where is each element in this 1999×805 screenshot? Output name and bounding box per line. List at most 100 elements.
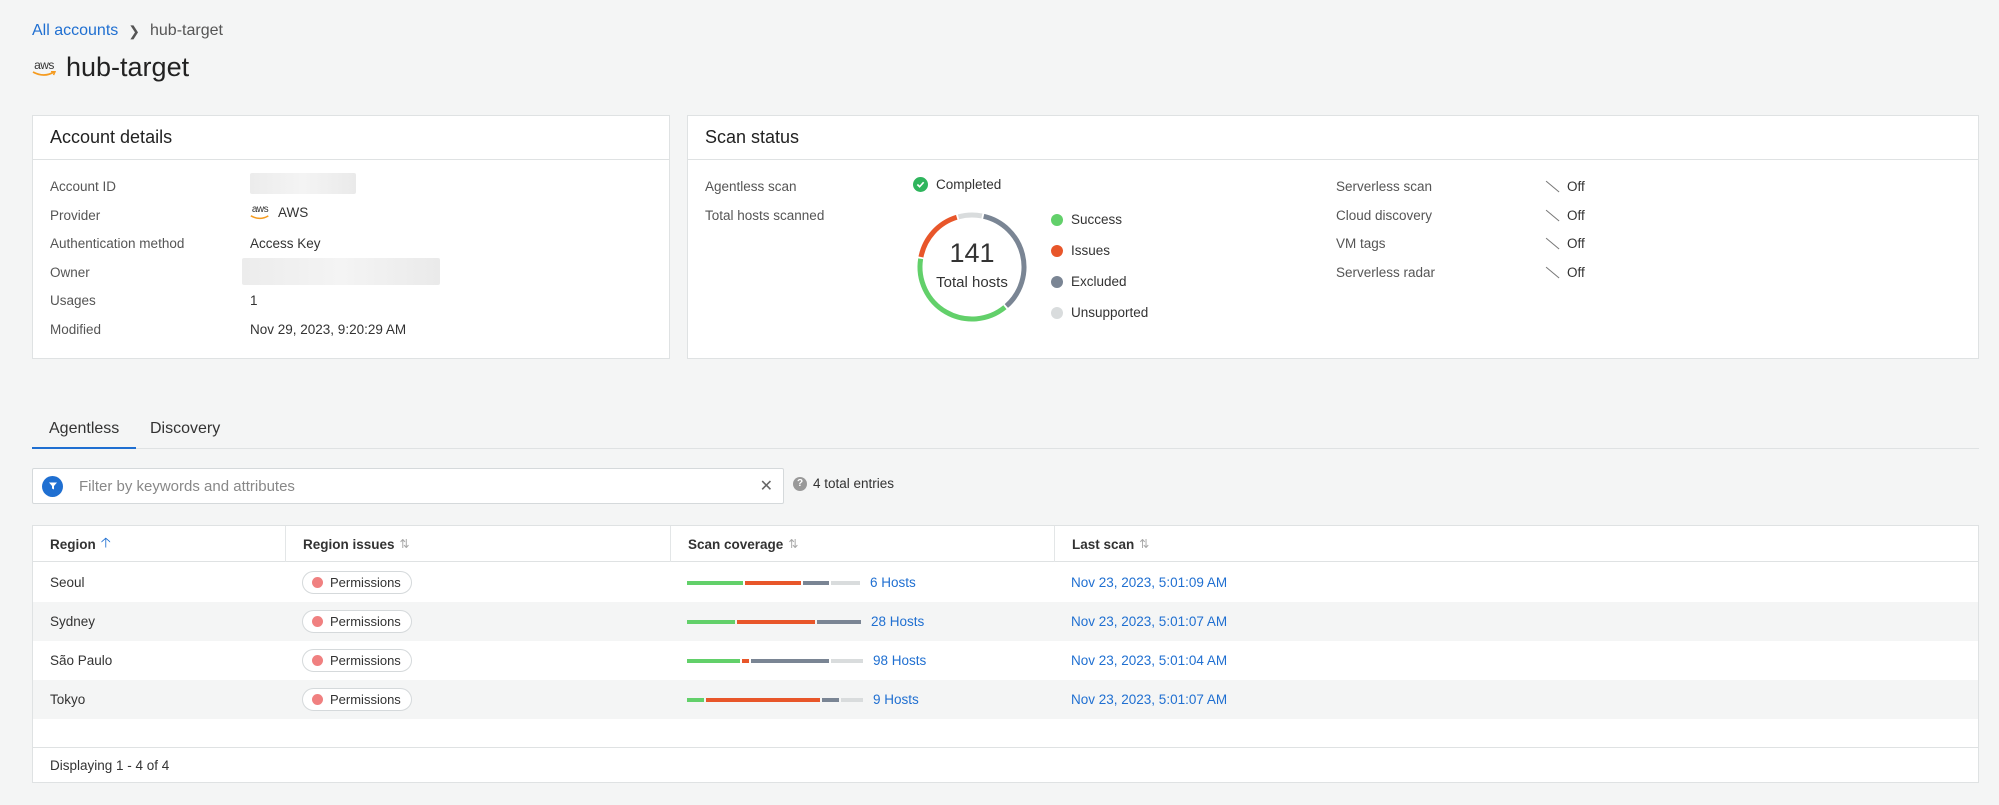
coverage-segment-issues — [742, 658, 749, 663]
scan-coverage-cell: 6 Hosts — [687, 563, 916, 602]
account-details-list: Account ID Provider aws AWS Authenticati… — [50, 173, 650, 349]
donut-segment-issues — [918, 214, 958, 258]
excluded-dot-icon — [1051, 275, 1063, 288]
owner-redacted — [242, 258, 440, 285]
table-header: Region 🡡 Region issues ⇅ Scan coverage ⇅… — [33, 526, 1978, 562]
page-title: hub-target — [66, 52, 190, 82]
scan-coverage-cell: 9 Hosts — [687, 680, 919, 719]
agentless-scan-label: Agentless scan — [705, 179, 797, 194]
filter-input[interactable] — [79, 477, 760, 495]
region-cell: Tokyo — [50, 692, 86, 707]
off-slash-icon — [1545, 237, 1559, 251]
column-header-region-issues[interactable]: Region issues ⇅ — [285, 526, 410, 562]
issue-dot-icon — [312, 655, 323, 666]
check-circle-icon — [913, 177, 928, 192]
coverage-segment-unsupported — [831, 658, 863, 663]
table-row[interactable]: Sydney Permissions 28 Hosts Nov 23, 2023… — [33, 602, 1978, 641]
issue-dot-icon — [312, 616, 323, 627]
coverage-segment-excluded — [751, 658, 829, 663]
usages-link[interactable]: 1 — [250, 293, 258, 308]
sort-icon: ⇅ — [788, 537, 799, 551]
account-details-title: Account details — [33, 116, 669, 160]
total-entries: ? 4 total entries — [793, 476, 894, 491]
table-row[interactable]: São Paulo Permissions 98 Hosts Nov 23, 2… — [33, 641, 1978, 680]
account-details-card: Account details Account ID Provider aws … — [32, 115, 670, 359]
off-slash-icon — [1545, 209, 1559, 223]
feature-value-vm-tags: Off — [1545, 236, 1585, 251]
provider-value: AWS — [278, 205, 309, 220]
tab-discovery[interactable]: Discovery — [150, 420, 221, 437]
table-row[interactable]: Seoul Permissions 6 Hosts Nov 23, 2023, … — [33, 563, 1978, 602]
breadcrumb-all-accounts-link[interactable]: All accounts — [32, 22, 119, 39]
off-slash-icon — [1545, 180, 1559, 194]
permissions-badge: Permissions — [302, 649, 412, 672]
breadcrumb: All accounts ❯ hub-target — [32, 22, 223, 40]
coverage-segment-success — [687, 619, 735, 624]
feature-value-cloud-discovery: Off — [1545, 208, 1585, 223]
scan-coverage-cell: 28 Hosts — [687, 602, 924, 641]
detail-key: Account ID — [50, 179, 117, 194]
hosts-link[interactable]: 9 Hosts — [873, 692, 919, 707]
feature-key: Cloud discovery — [1336, 208, 1433, 223]
detail-key: Usages — [50, 293, 96, 308]
last-scan-link[interactable]: Nov 23, 2023, 5:01:04 AM — [1071, 653, 1228, 668]
agentless-scan-status: Completed — [913, 177, 1001, 192]
column-header-last-scan[interactable]: Last scan ⇅ — [1054, 526, 1149, 562]
detail-key: Owner — [50, 265, 90, 280]
filter-bar: ✕ — [32, 468, 784, 504]
coverage-segment-issues — [745, 580, 801, 585]
hosts-link[interactable]: 28 Hosts — [871, 614, 925, 629]
column-header-region[interactable]: Region 🡡 — [33, 526, 111, 562]
sort-icon: ⇅ — [1139, 537, 1150, 551]
legend-excluded: Excluded — [1051, 274, 1127, 289]
feature-key: VM tags — [1336, 236, 1386, 251]
aws-logo-icon: aws — [32, 59, 56, 77]
coverage-bar — [687, 580, 860, 585]
auth-method-value: Access Key — [250, 236, 321, 251]
feature-value-serverless-scan: Off — [1545, 179, 1585, 194]
coverage-segment-excluded — [817, 619, 861, 624]
coverage-segment-issues — [737, 619, 815, 624]
issue-dot-icon — [312, 694, 323, 705]
last-scan-link[interactable]: Nov 23, 2023, 5:01:07 AM — [1071, 692, 1228, 707]
donut-segment-unsupported — [957, 212, 983, 220]
coverage-segment-unsupported — [831, 580, 860, 585]
tab-agentless[interactable]: Agentless — [32, 420, 137, 449]
last-scan-link[interactable]: Nov 23, 2023, 5:01:09 AM — [1071, 575, 1228, 590]
regions-table: Region 🡡 Region issues ⇅ Scan coverage ⇅… — [32, 525, 1979, 783]
coverage-segment-excluded — [822, 697, 839, 702]
unsupported-dot-icon — [1051, 306, 1063, 319]
chevron-right-icon: ❯ — [128, 22, 140, 39]
coverage-segment-excluded — [803, 580, 829, 585]
help-icon[interactable]: ? — [793, 476, 807, 491]
detail-key: Authentication method — [50, 236, 185, 251]
clear-filter-icon[interactable]: ✕ — [759, 478, 773, 495]
donut-segment-excluded — [983, 213, 1027, 308]
filter-icon[interactable] — [42, 475, 63, 497]
permissions-badge: Permissions — [302, 688, 412, 711]
hosts-donut-chart: 141 Total hosts — [915, 210, 1029, 324]
off-slash-icon — [1545, 266, 1559, 280]
coverage-segment-success — [687, 658, 740, 663]
account-id-redacted — [250, 173, 356, 194]
column-header-scan-coverage[interactable]: Scan coverage ⇅ — [670, 526, 798, 562]
coverage-segment-success — [687, 580, 743, 585]
page-header: aws hub-target — [32, 52, 189, 83]
permissions-badge: Permissions — [302, 610, 412, 633]
table-row[interactable]: Tokyo Permissions 9 Hosts Nov 23, 2023, … — [33, 680, 1978, 719]
hosts-link[interactable]: 6 Hosts — [870, 575, 916, 590]
total-hosts-label: Total hosts scanned — [705, 208, 825, 223]
breadcrumb-current: hub-target — [150, 22, 223, 39]
coverage-segment-success — [687, 697, 704, 702]
legend-success: Success — [1051, 212, 1122, 227]
hosts-link[interactable]: 98 Hosts — [873, 653, 927, 668]
detail-key: Provider — [50, 208, 101, 223]
tab-bar: Agentless Discovery — [32, 414, 1979, 449]
total-hosts-caption: Total hosts — [936, 274, 1008, 291]
sort-ascending-icon: 🡡 — [100, 534, 111, 550]
region-cell: São Paulo — [50, 653, 113, 668]
last-scan-link[interactable]: Nov 23, 2023, 5:01:07 AM — [1071, 614, 1228, 629]
sort-icon: ⇅ — [399, 537, 410, 551]
region-cell: Seoul — [50, 575, 85, 590]
coverage-bar — [687, 658, 863, 663]
